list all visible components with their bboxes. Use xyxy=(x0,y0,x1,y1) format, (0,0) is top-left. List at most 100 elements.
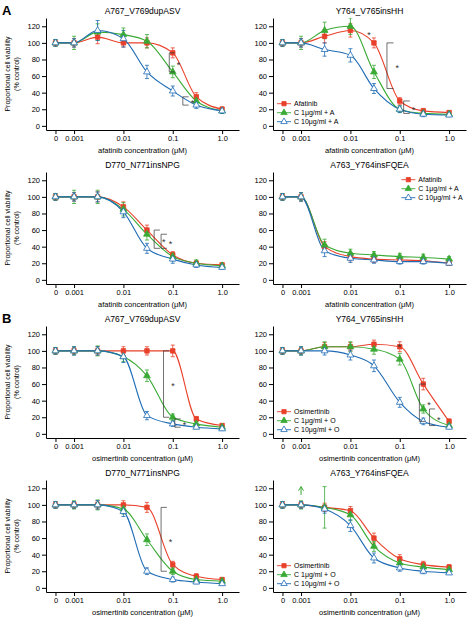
legend: AfatinibC 1μg/ml + AC 10μg/ml + A xyxy=(401,176,463,202)
point xyxy=(193,423,200,429)
x-axis-tick-label: 1.0 xyxy=(444,134,454,143)
y-axis-tick-mark xyxy=(269,521,273,522)
x-axis-tick: 0.1 xyxy=(168,438,178,451)
significance-star: * xyxy=(183,420,187,430)
arrow xyxy=(299,487,304,495)
x-axis: 00.0010.010.11.0 xyxy=(274,130,467,143)
x-axis-tick: 0.01 xyxy=(117,592,132,605)
point xyxy=(396,398,403,404)
point xyxy=(52,193,59,199)
x-axis-tick: 0.01 xyxy=(344,130,359,143)
point xyxy=(144,412,151,418)
plot-area xyxy=(279,340,452,429)
y-axis-tick: 20 xyxy=(32,259,46,268)
panel-title: D770_N771insNPG xyxy=(105,468,180,478)
point xyxy=(144,536,151,542)
significance-star: * xyxy=(396,63,400,73)
y-axis-tick: 100 xyxy=(254,347,273,356)
x-axis: 00.0010.010.11.0 xyxy=(274,592,467,605)
y-axis-tick: 40 xyxy=(32,243,46,252)
y-axis-tick: 80 xyxy=(259,517,273,526)
y-axis-tick-label: 80 xyxy=(259,517,267,526)
y-axis-tick-mark xyxy=(42,334,46,335)
point xyxy=(71,501,78,507)
significance-star: * xyxy=(169,239,173,249)
point xyxy=(193,578,200,584)
y-axis-tick: 20 xyxy=(32,413,46,422)
y-axis-tick-mark xyxy=(269,334,273,335)
significance-star: * xyxy=(171,381,175,391)
point xyxy=(446,111,453,117)
point xyxy=(169,68,176,74)
legend-handle-marker xyxy=(405,185,411,191)
y-axis-tick-mark xyxy=(269,93,273,94)
y-axis-tick-mark xyxy=(42,213,46,214)
y-axis-tick-mark xyxy=(269,417,273,418)
y-axis-tick-mark xyxy=(42,263,46,264)
y-axis-tick-label: 40 xyxy=(32,551,40,560)
point xyxy=(144,244,151,250)
y-axis-title: Proportional cell viability(% control) xyxy=(4,344,21,420)
point xyxy=(396,355,403,361)
significance-star: * xyxy=(367,30,371,40)
significance-star: * xyxy=(162,237,166,247)
y-axis-tick-label: 80 xyxy=(32,517,40,526)
y-axis-tick: 120 xyxy=(27,484,46,493)
y-axis-tick-label: 0 xyxy=(36,430,40,439)
x-axis-tick-label: 1.0 xyxy=(444,442,454,451)
y-axis-tick-label: 40 xyxy=(259,243,267,252)
y-axis-tick-label: 20 xyxy=(32,413,40,422)
y-axis-tick-label: 40 xyxy=(32,243,40,252)
points xyxy=(52,347,225,431)
point xyxy=(94,347,101,353)
y-axis-tick-mark xyxy=(42,384,46,385)
legend-item: C 1μg/ml + A xyxy=(401,185,459,193)
x-axis: 00.0010.010.11.0 xyxy=(47,284,240,297)
x-axis-tick-label: 0.001 xyxy=(65,596,84,605)
y-axis-title-line: Proportional cell viability xyxy=(4,344,12,420)
x-axis-tick: 0.001 xyxy=(292,130,311,143)
legend-item: C 1μg/ml + O xyxy=(277,417,336,425)
y-axis-tick-label: 60 xyxy=(259,534,267,543)
legend: OsimertinibC 1μg/ml + OC 10μg/ml + O xyxy=(277,408,340,434)
point xyxy=(52,39,59,45)
plot-area xyxy=(52,500,225,586)
x-axis-line xyxy=(47,130,240,131)
y-axis-tick-mark xyxy=(42,351,46,352)
y-axis-tick-label: 60 xyxy=(259,226,267,235)
legend-label: Afatinib xyxy=(418,176,441,183)
y-axis-tick-label: 0 xyxy=(36,122,40,131)
y-axis-line xyxy=(273,19,274,131)
y-axis-tick-mark xyxy=(269,26,273,27)
legend-label: Afatinib xyxy=(294,100,317,107)
error-bar xyxy=(372,38,376,48)
points xyxy=(279,22,452,117)
x-axis-tick-label: 0.1 xyxy=(168,596,178,605)
x-axis-tick: 0.001 xyxy=(292,438,311,451)
y-axis-title: Proportional cell viability(% control) xyxy=(4,36,21,112)
x-axis-tick-label: 0.001 xyxy=(292,134,311,143)
y-axis-tick: 40 xyxy=(259,397,273,406)
y-axis-tick-mark xyxy=(269,571,273,572)
x-axis-tick: 1.0 xyxy=(217,438,227,451)
point xyxy=(298,347,305,353)
y-axis-tick-label: 80 xyxy=(259,363,267,372)
legend-label: C 1μg/ml + A xyxy=(294,109,335,117)
point xyxy=(371,68,378,74)
y-axis-tick-label: 80 xyxy=(32,363,40,372)
y-axis-title-line: (% control) xyxy=(13,57,21,91)
y-axis: 020406080100120 xyxy=(27,173,46,285)
x-axis-tick-label: 0 xyxy=(54,442,58,451)
x-axis-tick-label: 0.001 xyxy=(292,288,311,297)
panel: 00.0010.010.11.0020406080100120A767_V769… xyxy=(4,6,240,155)
point xyxy=(169,255,176,261)
point xyxy=(347,254,354,260)
x-axis-tick-label: 0.1 xyxy=(395,442,405,451)
y-axis-tick: 0 xyxy=(263,430,273,439)
y-axis: 020406080100120 xyxy=(27,481,46,593)
point xyxy=(279,501,286,507)
y-axis-tick-mark xyxy=(269,43,273,44)
point xyxy=(121,41,125,45)
error-bars xyxy=(280,193,451,265)
y-axis-line xyxy=(46,19,47,131)
